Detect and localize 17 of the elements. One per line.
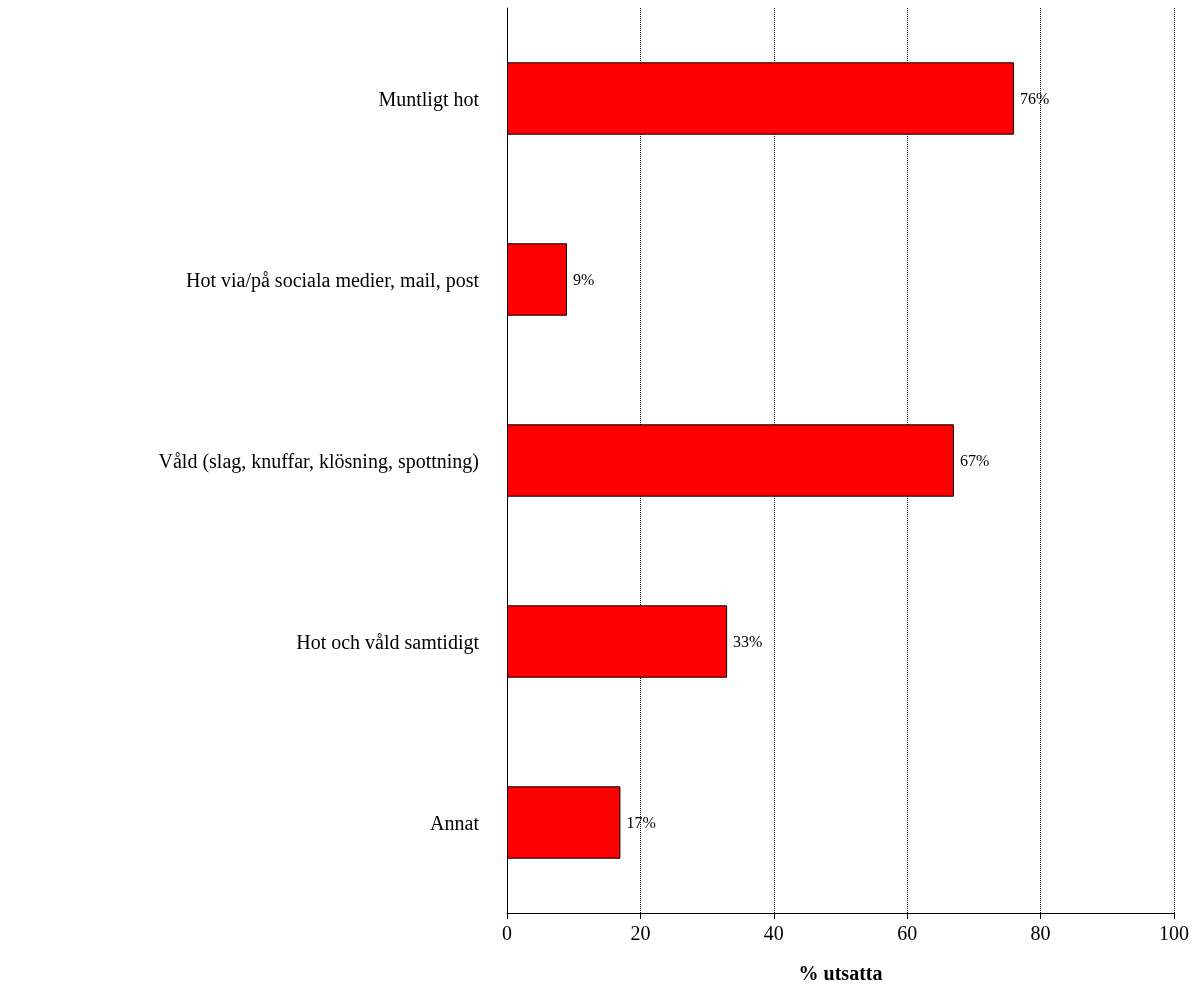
y-tick-label: Hot via/på sociala medier, mail, post — [185, 268, 480, 292]
data-label: 67% — [959, 452, 990, 469]
x-tick-label: 20 — [630, 922, 651, 944]
data-label: 76% — [1019, 90, 1050, 107]
y-tick-label: Annat — [430, 811, 480, 834]
y-tick-label: Muntligt hot — [378, 87, 480, 111]
data-label: 9% — [573, 271, 595, 288]
x-tick-label: 100 — [1159, 922, 1189, 944]
x-tick-label: 40 — [763, 922, 784, 944]
x-tick-label: 0 — [502, 922, 512, 944]
x-tick-label: 80 — [1030, 922, 1051, 944]
y-tick-label: Våld (slag, knuffar, klösning, spottning) — [158, 449, 479, 473]
y-tick-label: Hot och våld samtidigt — [296, 630, 480, 654]
data-label: 17% — [626, 814, 656, 831]
data-label: 33% — [733, 633, 763, 650]
x-tick-label: 60 — [897, 922, 918, 944]
x-axis-title: % utsatta — [798, 962, 883, 984]
